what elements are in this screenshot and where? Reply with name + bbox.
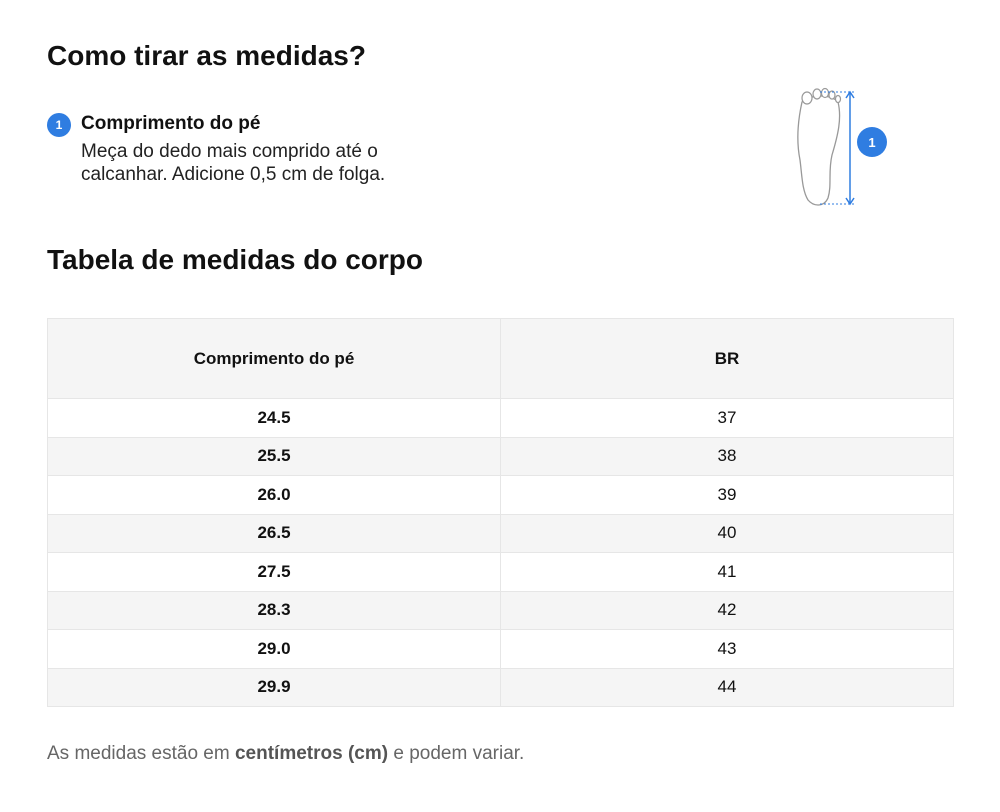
section-title: Tabela de medidas do corpo bbox=[47, 244, 424, 275]
foot-illustration bbox=[797, 87, 856, 206]
table-row: 26.5 40 bbox=[47, 513, 954, 553]
foot-length-cell: 28.3 bbox=[47, 590, 501, 630]
footnote-bold: centímetros (cm) bbox=[234, 743, 389, 764]
foot-length-cell: 26.5 bbox=[47, 513, 501, 553]
foot-length-cell: 24.5 bbox=[47, 398, 501, 438]
table-row: 29.0 43 bbox=[47, 629, 954, 669]
table-row: 26.0 39 bbox=[47, 475, 954, 515]
footnote-text: As medidas estão em bbox=[47, 743, 235, 764]
footnote: As medidas estão em centímetros (cm) e p… bbox=[47, 743, 524, 765]
table-body: 24.5 37 25.5 38 26.0 39 26.5 40 27.5 41 28.3 42 29.0… bbox=[47, 398, 954, 707]
table-row: 28.3 42 bbox=[47, 590, 954, 630]
br-size-cell: 42 bbox=[500, 590, 954, 630]
table-row: 24.5 37 bbox=[47, 398, 954, 438]
step-text: Meça do dedo mais comprido até o calcanh… bbox=[81, 141, 386, 185]
br-size-cell: 43 bbox=[500, 629, 954, 669]
step-number: 1 bbox=[47, 113, 71, 137]
page-title: Como tirar as medidas? bbox=[47, 40, 366, 71]
br-size-cell: 39 bbox=[500, 475, 954, 515]
foot-length-cell: 29.9 bbox=[47, 667, 501, 707]
step-title: Comprimento do pé bbox=[81, 113, 261, 134]
foot-length-cell: 29.0 bbox=[47, 629, 501, 669]
table-row: 29.9 44 bbox=[47, 667, 954, 707]
column-header: BR bbox=[500, 318, 954, 399]
foot-length-cell: 26.0 bbox=[47, 475, 501, 515]
footnote-text: e podem variar. bbox=[388, 743, 525, 764]
br-size-cell: 41 bbox=[500, 552, 954, 592]
table-row: 27.5 41 bbox=[47, 552, 954, 592]
br-size-cell: 38 bbox=[500, 436, 954, 476]
figure-badge: 1 bbox=[857, 127, 887, 157]
foot-length-cell: 25.5 bbox=[47, 436, 501, 476]
header-row: Comprimento do pé BR bbox=[47, 318, 954, 399]
size-table: Comprimento do pé BR 24.5 37 25.5 38 26.0 39 2… bbox=[47, 318, 954, 707]
column-header: Comprimento do pé bbox=[47, 318, 501, 399]
br-size-cell: 44 bbox=[500, 667, 954, 707]
br-size-cell: 37 bbox=[500, 398, 954, 438]
foot-length-cell: 27.5 bbox=[47, 552, 501, 592]
br-size-cell: 40 bbox=[500, 513, 954, 553]
table-row: 25.5 38 bbox=[47, 436, 954, 476]
